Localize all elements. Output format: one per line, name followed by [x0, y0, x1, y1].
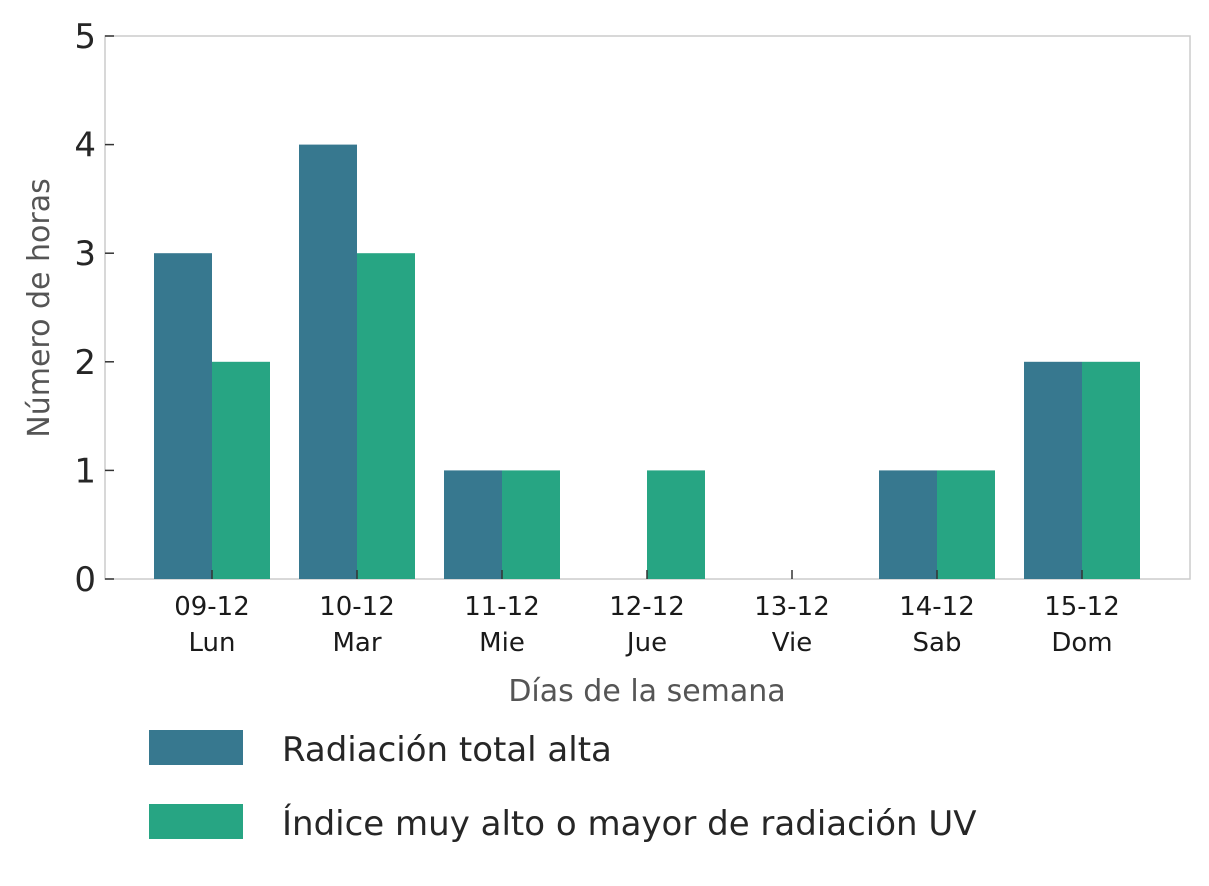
legend-label-indice-uv: Índice muy alto o mayor de radiación UV — [282, 803, 977, 844]
bar-radiacion-total-09-12 — [154, 253, 212, 579]
x-axis-label: Días de la semana — [508, 674, 785, 709]
bar-radiacion-total-11-12 — [444, 470, 502, 579]
legend: Radiación total alta Índice muy alto o ma… — [149, 730, 977, 844]
bar-indice-uv-12-12 — [647, 470, 705, 579]
bar-indice-uv-11-12 — [502, 470, 560, 579]
y-tick-label-5: 5 — [74, 17, 96, 57]
y-tick-label-2: 2 — [74, 343, 96, 383]
y-tick-label-1: 1 — [74, 451, 96, 491]
y-axis-label: Número de horas — [22, 178, 57, 437]
x-tick-label-day-lun: Lun — [189, 628, 236, 658]
bar-indice-uv-09-12 — [212, 361, 270, 579]
x-tick-label-date-14-12: 14-12 — [899, 592, 975, 622]
bar-radiacion-total-10-12 — [299, 144, 357, 579]
x-tick-label-day-vie: Vie — [772, 628, 812, 658]
x-tick-label-day-mie: Mie — [479, 628, 525, 658]
bar-radiacion-total-15-12 — [1024, 361, 1082, 579]
legend-label-radiacion-total: Radiación total alta — [282, 730, 612, 770]
y-axis-ticks: 0 1 2 3 4 5 — [74, 17, 114, 600]
x-tick-label-date-12-12: 12-12 — [609, 592, 685, 622]
x-tick-label-date-09-12: 09-12 — [174, 592, 250, 622]
bar-radiacion-total-14-12 — [879, 470, 937, 579]
legend-swatch-radiacion-total — [149, 730, 243, 765]
y-tick-label-3: 3 — [74, 234, 96, 274]
x-tick-label-day-jue: Jue — [625, 628, 667, 658]
bar-indice-uv-14-12 — [937, 470, 995, 579]
x-tick-label-day-dom: Dom — [1051, 628, 1112, 658]
legend-swatch-indice-uv — [149, 804, 243, 839]
y-tick-label-0: 0 — [74, 560, 96, 600]
x-tick-label-date-10-12: 10-12 — [319, 592, 395, 622]
x-tick-label-day-sab: Sab — [913, 628, 962, 658]
y-tick-label-4: 4 — [74, 126, 96, 166]
x-tick-label-date-13-12: 13-12 — [754, 592, 830, 622]
x-tick-label-date-15-12: 15-12 — [1044, 592, 1120, 622]
bar-indice-uv-15-12 — [1082, 361, 1140, 579]
x-tick-label-day-mar: Mar — [332, 628, 381, 658]
x-axis-ticks: 09-12 Lun 10-12 Mar 11-12 Mie 12-12 Jue 13-12 Vie… — [174, 570, 1120, 658]
x-tick-label-date-11-12: 11-12 — [464, 592, 540, 622]
bar-indice-uv-10-12 — [357, 253, 415, 579]
bars-group — [154, 144, 1140, 579]
